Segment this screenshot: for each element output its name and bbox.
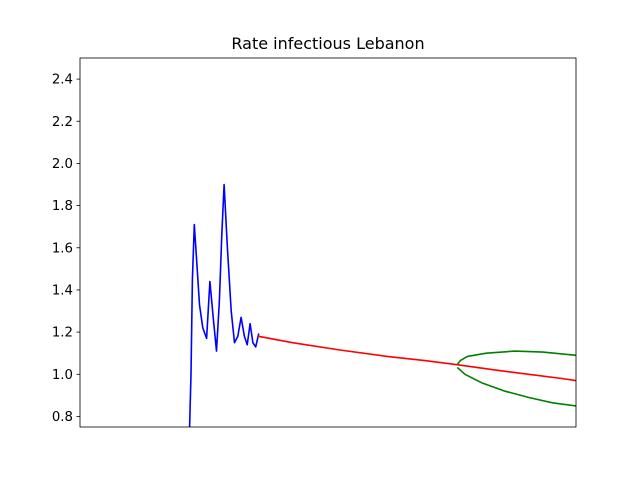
y-tick-label: 1.8	[52, 199, 73, 214]
y-tick-label: 1.6	[52, 241, 73, 256]
chart-title: Rate infectious Lebanon	[231, 34, 424, 53]
series-group	[188, 183, 576, 427]
plot-background	[80, 58, 576, 427]
series-line-4	[456, 366, 576, 407]
plot-frame	[79, 57, 577, 428]
y-tick-label: 1.4	[52, 284, 73, 299]
y-tick-label: 1.0	[52, 368, 73, 383]
series-line-2	[257, 335, 576, 382]
series-line-3	[456, 350, 576, 365]
y-tick-label: 2.2	[52, 115, 73, 130]
y-tick-label: 2.0	[52, 157, 73, 172]
y-tick-label: 2.4	[52, 73, 73, 88]
y-tick-label: 1.2	[52, 326, 73, 341]
y-axis: 0.8 1.0 1.2 1.4 1.6 1.8 2.0 2.2 2.4	[52, 57, 577, 428]
plot-area	[80, 58, 576, 427]
y-tick-label: 0.8	[52, 410, 73, 425]
series-line-1	[188, 183, 260, 427]
